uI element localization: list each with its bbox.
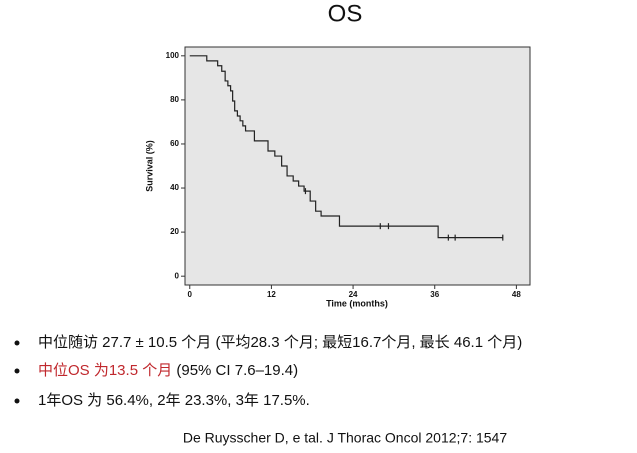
x-tick-label: 0 <box>188 290 193 299</box>
survival-curve <box>189 55 503 239</box>
bullet-text: 中位随访 27.7 ± 10.5 个月 (平均28.3 个月; 最短16.7个月… <box>38 334 522 351</box>
x-tick-label: 36 <box>430 290 439 299</box>
y-axis-label: Survival (%) <box>144 140 154 192</box>
plot-area <box>184 46 531 286</box>
y-tick-label: 40 <box>170 183 179 192</box>
bullet-body: (95% CI 7.6–19.4) <box>172 362 298 379</box>
bullet-body: 1年OS 为 56.4%, 2年 23.3%, 3年 17.5%. <box>38 392 310 409</box>
citation: De Ruysscher D, e tal. J Thorac Oncol 20… <box>183 430 507 446</box>
bullet-body: 中位随访 27.7 ± 10.5 个月 (平均28.3 个月; 最短16.7个月… <box>38 334 522 351</box>
y-tick-label: 0 <box>175 271 180 280</box>
chart-title: OS <box>328 0 363 27</box>
bullet-text: 中位OS 为13.5 个月 (95% CI 7.6–19.4) <box>38 362 298 379</box>
x-tick-label: 12 <box>267 290 276 299</box>
x-tick-label: 24 <box>349 290 358 299</box>
bullet-dot <box>14 340 20 346</box>
bullet-text: 1年OS 为 56.4%, 2年 23.3%, 3年 17.5%. <box>38 392 310 409</box>
y-tick-label: 100 <box>166 51 180 60</box>
bullet-dot <box>14 398 20 404</box>
bullet-highlight: 中位OS 为13.5 个月 <box>38 362 172 379</box>
y-tick-label: 20 <box>170 227 179 236</box>
x-tick-label: 48 <box>512 290 521 299</box>
x-axis-label: Time (months) <box>326 298 388 308</box>
bullet-dot <box>14 368 20 374</box>
y-tick-label: 80 <box>170 95 179 104</box>
y-tick-label: 60 <box>170 139 179 148</box>
